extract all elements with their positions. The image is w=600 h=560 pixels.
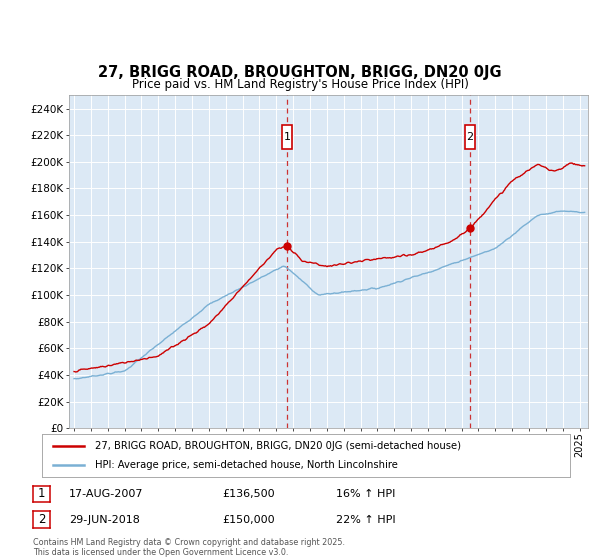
Text: £136,500: £136,500 xyxy=(222,489,275,499)
Text: 29-JUN-2018: 29-JUN-2018 xyxy=(69,515,140,525)
Text: 17-AUG-2007: 17-AUG-2007 xyxy=(69,489,143,499)
Text: 1: 1 xyxy=(283,132,290,142)
Text: 22% ↑ HPI: 22% ↑ HPI xyxy=(336,515,395,525)
Text: 1: 1 xyxy=(38,487,45,501)
Text: 16% ↑ HPI: 16% ↑ HPI xyxy=(336,489,395,499)
Text: 2: 2 xyxy=(38,513,45,526)
Text: £150,000: £150,000 xyxy=(222,515,275,525)
Text: 2: 2 xyxy=(466,132,473,142)
Bar xyxy=(282,124,292,148)
Text: Price paid vs. HM Land Registry's House Price Index (HPI): Price paid vs. HM Land Registry's House … xyxy=(131,78,469,91)
Bar xyxy=(465,124,475,148)
Text: 27, BRIGG ROAD, BROUGHTON, BRIGG, DN20 0JG (semi-detached house): 27, BRIGG ROAD, BROUGHTON, BRIGG, DN20 0… xyxy=(95,441,461,451)
Text: 27, BRIGG ROAD, BROUGHTON, BRIGG, DN20 0JG: 27, BRIGG ROAD, BROUGHTON, BRIGG, DN20 0… xyxy=(98,64,502,80)
Text: Contains HM Land Registry data © Crown copyright and database right 2025.
This d: Contains HM Land Registry data © Crown c… xyxy=(33,538,345,557)
Text: HPI: Average price, semi-detached house, North Lincolnshire: HPI: Average price, semi-detached house,… xyxy=(95,460,398,470)
